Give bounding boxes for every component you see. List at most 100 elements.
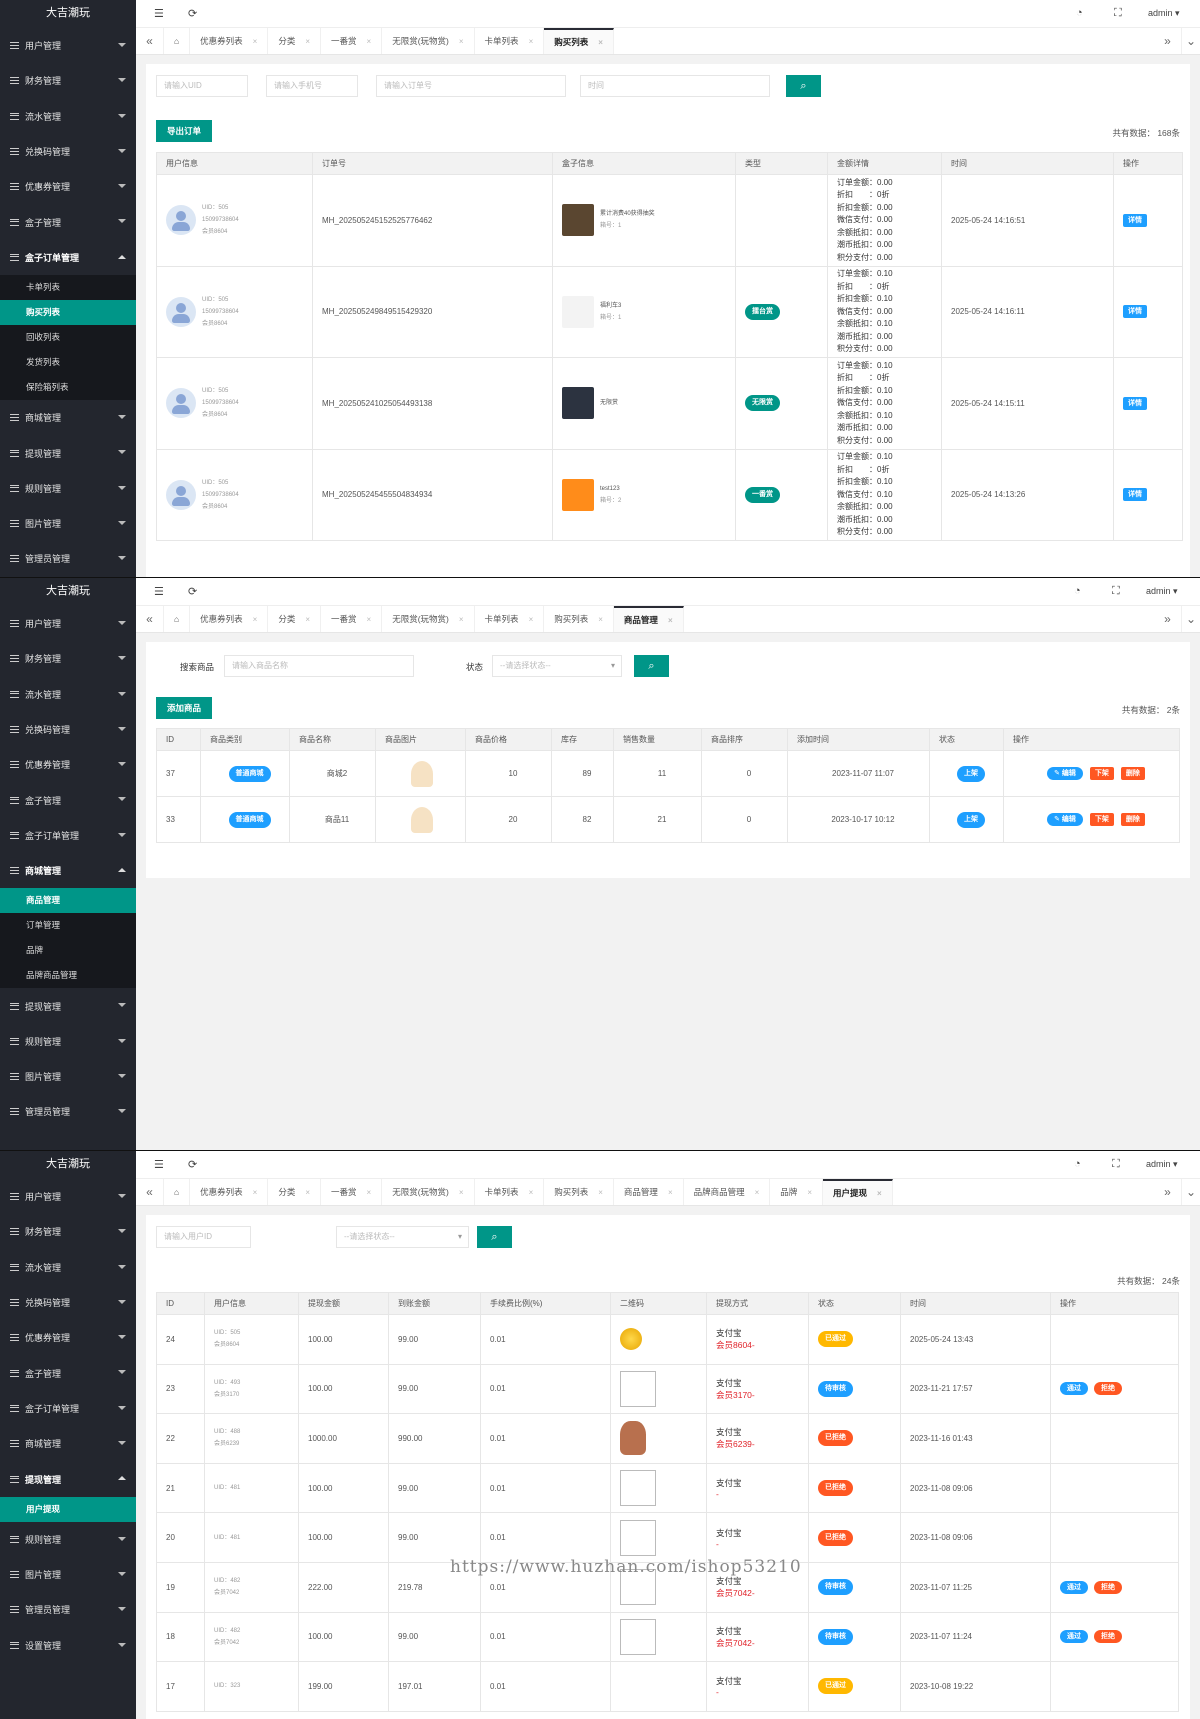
delete-button[interactable]: 删除 <box>1120 767 1145 780</box>
close-icon[interactable]: × <box>458 36 464 46</box>
fullscreen-icon[interactable]: ⛶ <box>1114 7 1122 19</box>
sidebar-item-after-group-3[interactable]: 管理员管理 <box>0 1094 136 1129</box>
tab-item[interactable]: 品牌商品管理 × <box>684 1179 771 1205</box>
sidebar-item-after-group-0[interactable]: 提现管理 <box>0 988 136 1023</box>
sidebar-item-group-5[interactable]: 盒子管理 <box>0 204 136 239</box>
close-icon[interactable]: × <box>366 614 372 624</box>
tab-item[interactable]: 优惠券列表 × <box>190 28 269 54</box>
search-button[interactable]: ⌕ <box>786 75 821 97</box>
tabs-scroll-right[interactable]: » <box>1154 28 1182 54</box>
close-icon[interactable]: × <box>305 1187 311 1197</box>
tab-item[interactable]: 卡单列表 × <box>475 28 545 54</box>
sidebar-item-open-group[interactable]: 盒子订单管理 <box>0 240 136 275</box>
refresh-icon[interactable]: ⟳ <box>188 586 198 598</box>
theme-icon[interactable]: ◔ <box>1076 7 1083 19</box>
status-select[interactable]: --请选择状态-- ▾ <box>492 655 622 677</box>
tabs-menu[interactable]: ⌄ <box>1182 606 1200 632</box>
menu-toggle-icon[interactable]: ☰ <box>154 8 164 20</box>
tab-item[interactable]: 卡单列表 × <box>475 606 545 632</box>
tabs-scroll-right[interactable]: » <box>1154 1179 1182 1205</box>
sidebar-item-group-5[interactable]: 盒子管理 <box>0 1355 136 1390</box>
sidebar-item-group-1[interactable]: 财务管理 <box>0 1214 136 1249</box>
sidebar-item-group-7[interactable]: 商城管理 <box>0 1426 136 1461</box>
sidebar-subitem[interactable]: 商品管理 <box>0 888 136 914</box>
sidebar-subitem[interactable]: 购买列表 <box>0 300 136 326</box>
delete-button[interactable]: 删除 <box>1120 813 1145 826</box>
sidebar-item-group-6[interactable]: 盒子订单管理 <box>0 818 136 853</box>
tab-home[interactable]: ⌂ <box>164 28 191 54</box>
sidebar-item-group-4[interactable]: 优惠券管理 <box>0 747 136 782</box>
sidebar-item-open-group[interactable]: 提现管理 <box>0 1461 136 1496</box>
tab-item[interactable]: 优惠券列表 × <box>190 606 269 632</box>
tab-item[interactable]: 商品管理 × <box>614 1179 684 1205</box>
admin-user-menu[interactable]: admin ▾ <box>1148 8 1180 18</box>
theme-icon[interactable]: ◔ <box>1074 585 1081 597</box>
tab-item[interactable]: 卡单列表 × <box>475 1179 545 1205</box>
approve-button[interactable]: 通过 <box>1060 1382 1088 1396</box>
sidebar-item-group-0[interactable]: 用户管理 <box>0 606 136 641</box>
menu-toggle-icon[interactable]: ☰ <box>154 586 164 598</box>
menu-toggle-icon[interactable]: ☰ <box>154 1159 164 1171</box>
tab-item[interactable]: 无限赏(玩物赏) × <box>382 606 475 632</box>
sidebar-item-after-group-2[interactable]: 图片管理 <box>0 1059 136 1094</box>
sidebar-item-after-group-2[interactable]: 规则管理 <box>0 471 136 506</box>
tab-item[interactable]: 一番赏 × <box>321 1179 383 1205</box>
tab-item[interactable]: 分类 × <box>268 1179 322 1205</box>
close-icon[interactable]: × <box>252 1187 258 1197</box>
sidebar-item-after-group-1[interactable]: 提现管理 <box>0 435 136 470</box>
tab-item[interactable]: 购买列表 × <box>544 606 614 632</box>
sidebar-subitem[interactable]: 订单管理 <box>26 920 61 931</box>
time-input[interactable]: 时间 <box>580 75 770 97</box>
admin-user-menu[interactable]: admin ▾ <box>1146 1159 1178 1169</box>
tab-item[interactable]: 一番赏 × <box>321 28 383 54</box>
tabs-menu[interactable]: ⌄ <box>1182 1179 1200 1205</box>
sidebar-item-after-group-3[interactable]: 设置管理 <box>0 1628 136 1663</box>
close-icon[interactable]: × <box>667 1187 673 1197</box>
sidebar-item-group-5[interactable]: 盒子管理 <box>0 782 136 817</box>
tabs-scroll-left[interactable]: « <box>136 606 164 632</box>
sidebar-subitem[interactable]: 回收列表 <box>26 332 61 343</box>
tabs-scroll-right[interactable]: » <box>1154 606 1182 632</box>
phone-input[interactable]: 请输入手机号 <box>266 75 358 97</box>
close-icon[interactable]: × <box>366 1187 372 1197</box>
tab-item[interactable]: 品牌 × <box>770 1179 823 1205</box>
tab-item[interactable]: 分类 × <box>268 606 322 632</box>
sidebar-item-after-group-2[interactable]: 管理员管理 <box>0 1592 136 1627</box>
sidebar-item-group-3[interactable]: 兑换码管理 <box>0 134 136 169</box>
sidebar-item-after-group-0[interactable]: 规则管理 <box>0 1522 136 1557</box>
status-badge[interactable]: 上架 <box>957 765 985 782</box>
admin-user-menu[interactable]: admin ▾ <box>1146 586 1178 596</box>
close-icon[interactable]: × <box>252 614 258 624</box>
close-icon[interactable]: × <box>598 1187 603 1197</box>
sidebar-item-group-0[interactable]: 用户管理 <box>0 28 136 63</box>
close-icon[interactable]: × <box>598 614 603 624</box>
edit-button[interactable]: ✎ 编辑 <box>1047 813 1083 826</box>
close-icon[interactable]: × <box>305 36 311 46</box>
detail-button[interactable]: 详情 <box>1123 396 1147 410</box>
sidebar-item-group-3[interactable]: 兑换码管理 <box>0 1285 136 1320</box>
sidebar-item-open-group[interactable]: 商城管理 <box>0 853 136 888</box>
sidebar-item-group-1[interactable]: 财务管理 <box>0 641 136 676</box>
approve-button[interactable]: 通过 <box>1060 1580 1088 1594</box>
sidebar-item-group-4[interactable]: 优惠券管理 <box>0 169 136 204</box>
close-icon[interactable]: × <box>807 1187 812 1197</box>
sidebar-item-group-4[interactable]: 优惠券管理 <box>0 1320 136 1355</box>
search-button[interactable]: ⌕ <box>477 1226 512 1248</box>
close-icon[interactable]: × <box>252 36 258 46</box>
sidebar-subitem[interactable]: 用户提现 <box>0 1496 136 1522</box>
tab-item[interactable]: 一番赏 × <box>321 606 383 632</box>
edit-button[interactable]: ✎ 编辑 <box>1047 767 1083 780</box>
product-name-input[interactable]: 请输入商品名称 <box>224 655 414 677</box>
sidebar-item-after-group-3[interactable]: 图片管理 <box>0 506 136 541</box>
reject-button[interactable]: 拒绝 <box>1094 1580 1122 1594</box>
sidebar-subitem[interactable]: 卡单列表 <box>26 282 61 293</box>
close-icon[interactable]: × <box>458 1187 464 1197</box>
close-icon[interactable]: × <box>458 614 464 624</box>
fullscreen-icon[interactable]: ⛶ <box>1112 1158 1120 1170</box>
refresh-icon[interactable]: ⟳ <box>188 1159 198 1171</box>
close-icon[interactable]: × <box>305 614 311 624</box>
sidebar-item-group-6[interactable]: 盒子订单管理 <box>0 1391 136 1426</box>
tabs-scroll-left[interactable]: « <box>136 28 164 54</box>
search-button[interactable]: ⌕ <box>634 655 669 677</box>
sidebar-item-after-group-4[interactable]: 管理员管理 <box>0 541 136 576</box>
